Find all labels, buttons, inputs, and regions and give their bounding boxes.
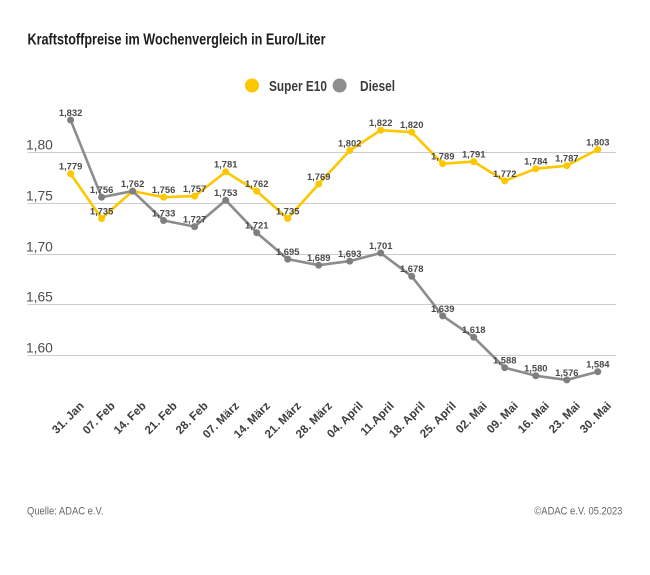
svg-text:1,803: 1,803 <box>586 136 609 147</box>
svg-text:1,779: 1,779 <box>59 161 82 172</box>
svg-text:1,639: 1,639 <box>431 303 454 314</box>
svg-text:1,832: 1,832 <box>59 107 82 118</box>
svg-text:1,820: 1,820 <box>400 119 423 130</box>
svg-text:1,701: 1,701 <box>369 240 392 251</box>
svg-text:1,584: 1,584 <box>586 359 610 370</box>
svg-text:1,769: 1,769 <box>307 171 330 182</box>
svg-text:1,693: 1,693 <box>338 248 361 259</box>
svg-text:1,787: 1,787 <box>555 153 578 164</box>
svg-text:1,756: 1,756 <box>90 184 113 195</box>
svg-text:©ADAC e.V. 05.2023: ©ADAC e.V. 05.2023 <box>534 506 622 518</box>
svg-text:1,580: 1,580 <box>524 363 547 374</box>
svg-text:1,802: 1,802 <box>338 137 361 148</box>
svg-text:1,756: 1,756 <box>152 184 175 195</box>
svg-text:1,762: 1,762 <box>245 178 268 189</box>
svg-text:1,75: 1,75 <box>26 189 53 204</box>
svg-text:1,772: 1,772 <box>493 168 516 179</box>
svg-text:Diesel: Diesel <box>360 78 395 95</box>
svg-text:Kraftstoffpreise im Wochenverg: Kraftstoffpreise im Wochenvergleich in E… <box>28 32 326 49</box>
svg-text:1,789: 1,789 <box>431 151 454 162</box>
svg-text:1,695: 1,695 <box>276 246 299 257</box>
svg-text:1,618: 1,618 <box>462 324 485 335</box>
svg-text:1,80: 1,80 <box>26 138 53 153</box>
svg-text:1,727: 1,727 <box>183 214 206 225</box>
svg-text:1,753: 1,753 <box>214 187 237 198</box>
svg-text:1,822: 1,822 <box>369 117 392 128</box>
svg-text:1,576: 1,576 <box>555 367 578 378</box>
svg-text:1,784: 1,784 <box>524 156 548 167</box>
svg-text:1,588: 1,588 <box>493 355 516 366</box>
svg-text:1,735: 1,735 <box>90 205 113 216</box>
svg-text:Quelle: ADAC e.V.: Quelle: ADAC e.V. <box>27 506 104 518</box>
svg-text:1,60: 1,60 <box>26 341 53 356</box>
svg-text:Super E10: Super E10 <box>269 78 327 95</box>
svg-text:1,678: 1,678 <box>400 263 423 274</box>
svg-text:1,721: 1,721 <box>245 220 268 231</box>
svg-text:1,65: 1,65 <box>26 290 53 305</box>
svg-text:1,757: 1,757 <box>183 183 206 194</box>
svg-text:1,735: 1,735 <box>276 205 299 216</box>
svg-text:1,791: 1,791 <box>462 149 485 160</box>
svg-text:1,689: 1,689 <box>307 252 330 263</box>
svg-text:1,733: 1,733 <box>152 207 175 218</box>
svg-text:1,70: 1,70 <box>26 240 53 255</box>
svg-text:1,762: 1,762 <box>121 178 144 189</box>
svg-text:1,781: 1,781 <box>214 159 237 170</box>
